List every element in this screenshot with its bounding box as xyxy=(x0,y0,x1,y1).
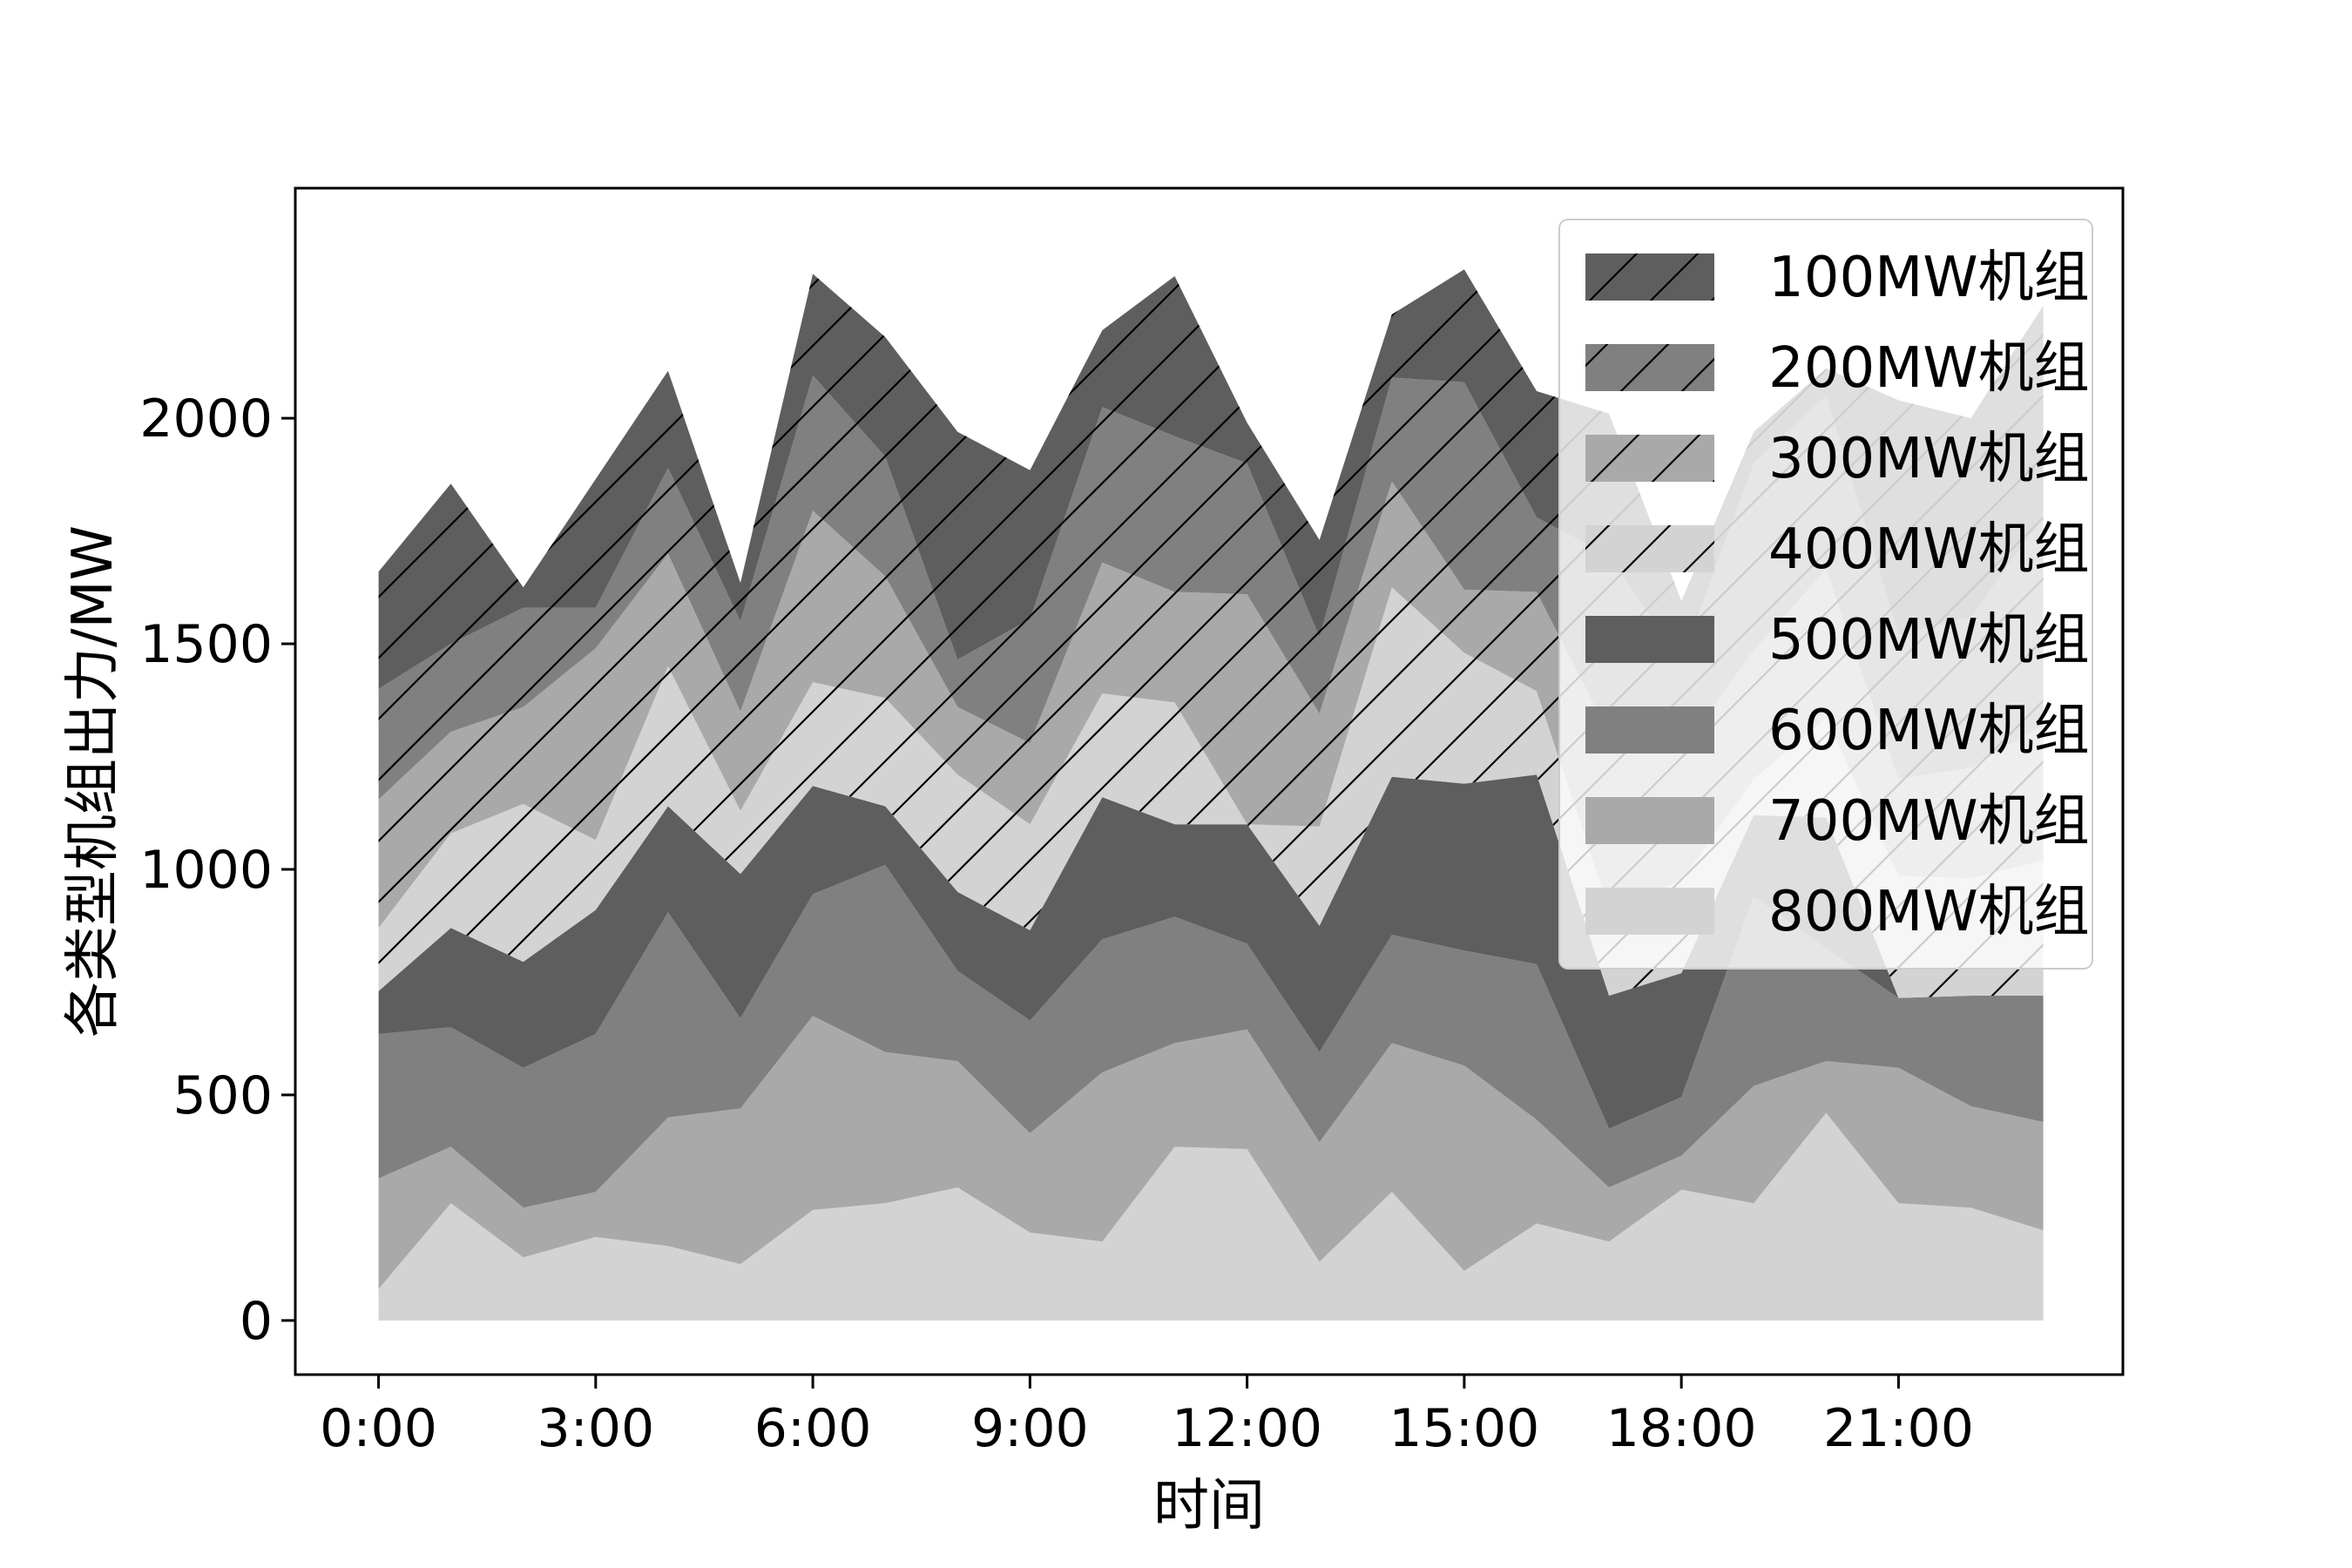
area-series-8 xyxy=(378,269,2044,689)
legend-entry: 800MW机组 xyxy=(1585,880,2090,944)
area-series-1 xyxy=(378,1112,2044,1321)
area-hatch xyxy=(378,587,2044,998)
legend-swatch xyxy=(1585,797,1714,844)
legend-entry: 400MW机组 xyxy=(1585,517,2090,582)
area-fill xyxy=(378,864,2044,1208)
legend-label: 200MW机组 xyxy=(1768,336,2090,401)
area-fill xyxy=(378,1112,2044,1321)
legend-label: 600MW机组 xyxy=(1768,699,2090,763)
y-tick-label: 0 xyxy=(240,1291,273,1352)
legend-swatch xyxy=(1585,706,1714,754)
legend-label: 800MW机组 xyxy=(1768,880,2090,944)
plot-frame xyxy=(294,186,2125,1376)
area-series-2 xyxy=(378,1016,2044,1289)
x-tick-label: 12:00 xyxy=(1172,1398,1322,1459)
legend-label: 500MW机组 xyxy=(1768,608,2090,672)
legend-entry: 100MW机组 xyxy=(1585,246,2090,310)
areas-layer xyxy=(378,269,2044,1321)
area-fill xyxy=(378,774,2044,1129)
x-tick-label: 0:00 xyxy=(320,1398,437,1459)
legend-entry: 700MW机组 xyxy=(1585,789,2090,854)
area-series-4 xyxy=(378,774,2044,1129)
legend-label: 100MW机组 xyxy=(1768,246,2090,310)
legend-swatch-hatch xyxy=(1585,525,1714,572)
legend-swatch-hatch xyxy=(1585,435,1714,482)
x-tick-label: 15:00 xyxy=(1389,1398,1539,1459)
y-tick-label: 1000 xyxy=(139,840,273,901)
legend-box xyxy=(1558,219,2093,970)
x-tick-label: 6:00 xyxy=(754,1398,872,1459)
area-hatch xyxy=(378,269,2044,689)
legend: 100MW机组 200MW机组 300MW机组 400MW机组 500MW机组 600MW… xyxy=(1558,219,2093,970)
y-tick-label: 2000 xyxy=(139,389,273,449)
x-axis-label: 时间 xyxy=(1153,1474,1265,1538)
x-tick-label: 21:00 xyxy=(1823,1398,1974,1459)
legend-entry: 500MW机组 xyxy=(1585,608,2090,672)
y-tick-label: 1500 xyxy=(139,614,273,675)
legend-entry: 300MW机组 xyxy=(1585,427,2090,491)
area-fill xyxy=(378,1016,2044,1289)
x-tick-label: 9:00 xyxy=(971,1398,1089,1459)
legend-swatch-hatch xyxy=(1585,344,1714,391)
y-tick-label: 500 xyxy=(172,1065,273,1126)
area-series-3 xyxy=(378,864,2044,1208)
legend-label: 300MW机组 xyxy=(1768,427,2090,491)
legend-swatch xyxy=(1585,616,1714,663)
legend-entry: 600MW机组 xyxy=(1585,699,2090,763)
ticks-layer: 0:00 3:00 6:00 9:00 12:00 15:00 18:00 21:00 0 500… xyxy=(139,389,1974,1459)
x-tick-label: 18:00 xyxy=(1606,1398,1757,1459)
area-series-5 xyxy=(378,587,2044,998)
legend-swatch xyxy=(1585,888,1714,935)
legend-label: 400MW机组 xyxy=(1768,517,2090,582)
legend-label: 700MW机组 xyxy=(1768,789,2090,854)
legend-entry: 200MW机组 xyxy=(1585,336,2090,401)
legend-swatch-hatch xyxy=(1585,253,1714,301)
x-tick-label: 3:00 xyxy=(537,1398,654,1459)
y-axis-label: 各类型机组出力/MW xyxy=(61,525,125,1037)
